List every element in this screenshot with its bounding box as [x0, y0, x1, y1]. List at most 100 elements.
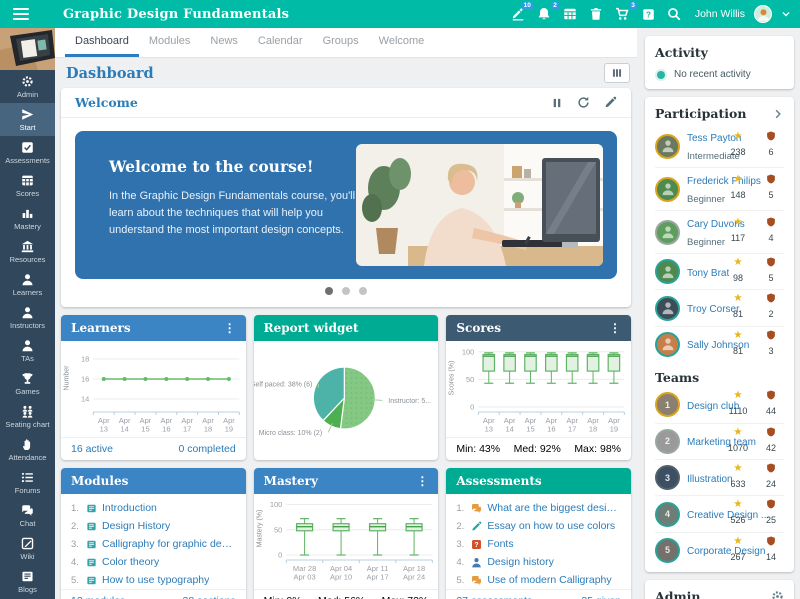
tab-calendar[interactable]: Calendar: [257, 35, 303, 47]
course-tabbar: Dashboard Modules News Calendar Groups Welcom…: [55, 28, 637, 58]
list-item[interactable]: 2. Design History: [71, 517, 236, 535]
carousel-dot-2[interactable]: [342, 287, 350, 295]
learners-widget: Learners ⋮ 14 16 18 Number Apr 13 Apr 14 Apr 15 Apr…: [61, 315, 246, 460]
sidebar-item-instructors[interactable]: Instructors: [0, 301, 55, 334]
sidebar-item-start[interactable]: Start: [0, 103, 55, 136]
sidebar-item-label: Learners: [12, 287, 43, 297]
scores-menu-icon[interactable]: ⋮: [609, 321, 622, 335]
svg-text:14: 14: [81, 395, 89, 404]
sidebar-item-wiki[interactable]: Wiki: [0, 532, 55, 565]
svg-text:19: 19: [225, 425, 233, 434]
modules-count-link[interactable]: 12 modules: [71, 595, 125, 599]
sections-count-link[interactable]: 38 sections: [183, 595, 236, 599]
report-pie-chart: Instructor: 5... Micro class: 10% (2) Self…: [254, 366, 431, 437]
menu-icon[interactable]: [13, 5, 29, 23]
item-link[interactable]: Color theory: [102, 556, 160, 568]
sidebar-item-learners[interactable]: Learners: [0, 268, 55, 301]
bank-icon: [21, 240, 34, 253]
tab-modules[interactable]: Modules: [148, 35, 191, 47]
sidebar-item-attendance[interactable]: Attendance: [0, 433, 55, 466]
pause-button[interactable]: [551, 97, 563, 109]
shields-stat: 6: [758, 131, 784, 160]
stars-stat: ★ 633: [725, 462, 751, 492]
sidebar-item-chat[interactable]: Chat: [0, 499, 55, 532]
calendar-icon[interactable]: [562, 6, 579, 23]
tab-news[interactable]: News: [210, 35, 238, 47]
search-icon[interactable]: [666, 6, 683, 23]
cart-icon[interactable]: 3: [614, 1, 637, 23]
svg-text:17: 17: [568, 425, 576, 434]
course-thumbnail[interactable]: [0, 28, 55, 70]
avatar: 5: [655, 537, 680, 563]
svg-text:100: 100: [462, 347, 475, 356]
page-title: Dashboard: [66, 64, 154, 82]
shields-stat: 24: [758, 463, 784, 492]
layout-toggle-button[interactable]: [604, 63, 630, 83]
trash-icon[interactable]: [588, 6, 605, 23]
shield-icon: [758, 131, 784, 142]
item-link[interactable]: Use of modern Calligraphy: [487, 574, 612, 586]
item-link[interactable]: Design history: [487, 556, 554, 568]
assessments-given-link[interactable]: 25 given: [581, 595, 621, 599]
svg-text:Apr 04: Apr 04: [330, 564, 352, 573]
item-link[interactable]: How to use typography: [102, 574, 210, 586]
sidebar-item-assessments[interactable]: Assessments: [0, 136, 55, 169]
mastery-menu-icon[interactable]: ⋮: [416, 474, 429, 488]
item-link[interactable]: Introduction: [102, 502, 157, 514]
carousel-dot-3[interactable]: [359, 287, 367, 295]
participation-expand-icon[interactable]: [772, 108, 784, 120]
participant-name-link[interactable]: Tony Brat: [687, 267, 730, 279]
list-item[interactable]: 2. Essay on how to use colors: [456, 517, 621, 535]
svg-text:Apr 24: Apr 24: [403, 573, 425, 582]
sidebar-item-forums[interactable]: Forums: [0, 466, 55, 499]
list-item[interactable]: 1. What are the biggest design influenc.…: [456, 499, 621, 517]
todo-icon[interactable]: 10: [510, 1, 533, 23]
avatar: 1: [655, 392, 680, 418]
page-titlebar: Dashboard: [55, 58, 637, 88]
list-item[interactable]: 4. Color theory: [71, 553, 236, 571]
notifications-icon[interactable]: 2: [536, 1, 559, 23]
list-item[interactable]: 5. Use of modern Calligraphy: [456, 571, 621, 589]
item-link[interactable]: Calligraphy for graphic design: [102, 538, 236, 550]
sidebar-item-resources[interactable]: Resources: [0, 235, 55, 268]
learners-active-link[interactable]: 16 active: [71, 443, 114, 455]
item-link[interactable]: Fonts: [487, 538, 514, 550]
mastery-widget-title: Mastery: [263, 474, 318, 488]
assessments-count-link[interactable]: 27 assessments: [456, 595, 532, 599]
carousel-dot-1[interactable]: [325, 287, 333, 295]
shield-icon: [758, 463, 784, 474]
user-avatar[interactable]: [754, 5, 772, 23]
tab-welcome[interactable]: Welcome: [378, 35, 425, 47]
list-item[interactable]: 1. Introduction: [71, 499, 236, 517]
item-link[interactable]: Design History: [102, 520, 171, 532]
star-icon: ★: [733, 389, 743, 402]
tab-dashboard[interactable]: Dashboard: [65, 28, 139, 57]
help-icon[interactable]: ?: [640, 6, 657, 23]
sidebar-item-admin[interactable]: Admin: [0, 70, 55, 103]
learners-completed-link[interactable]: 0 completed: [178, 443, 236, 455]
stars-stat: ★ 81: [725, 293, 751, 322]
list-item[interactable]: 5. How to use typography: [71, 571, 236, 589]
sidebar-item-scores[interactable]: Scores: [0, 169, 55, 202]
sidebar-item-blogs[interactable]: Blogs: [0, 565, 55, 598]
tab-groups[interactable]: Groups: [322, 35, 359, 47]
learners-menu-icon[interactable]: ⋮: [223, 321, 236, 335]
item-link[interactable]: What are the biggest design influenc...: [487, 502, 621, 514]
user-menu[interactable]: John Willis: [694, 8, 745, 20]
admin-settings-icon[interactable]: [771, 590, 784, 599]
list-item[interactable]: 3. Calligraphy for graphic design: [71, 535, 236, 553]
refresh-button[interactable]: [577, 96, 590, 109]
list-item[interactable]: 4. Design history: [456, 553, 621, 571]
sidebar-item-seating-chart[interactable]: Seating chart: [0, 400, 55, 433]
sidebar-item-games[interactable]: Games: [0, 367, 55, 400]
sidebar-item-tas[interactable]: TAs: [0, 334, 55, 367]
list-item[interactable]: 3. ? Fonts: [456, 535, 621, 553]
help-red-icon: ?: [471, 539, 482, 550]
sidebar-item-mastery[interactable]: Mastery: [0, 202, 55, 235]
participant-row: Sally Johnson ★ 81 3: [655, 325, 784, 362]
right-sidebar: Activity No recent activity Participatio…: [637, 28, 800, 599]
sidebar-item-label: Games: [15, 386, 40, 396]
item-link[interactable]: Essay on how to use colors: [487, 520, 616, 532]
chevron-down-icon[interactable]: [781, 9, 791, 19]
edit-button[interactable]: [604, 96, 617, 109]
